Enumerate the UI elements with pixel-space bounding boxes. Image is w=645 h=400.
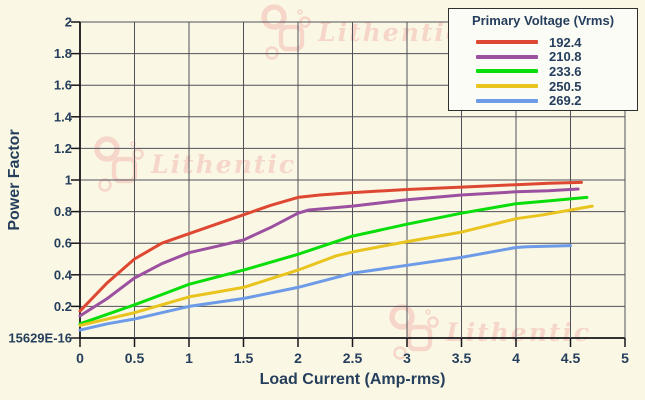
legend: Primary Voltage (Vrms) 192.4 210.8 233.6 25… [448, 8, 638, 111]
legend-label: 250.5 [549, 78, 582, 94]
y-tick-label: 1 [65, 173, 72, 188]
x-tick-label: 0 [76, 350, 84, 366]
series-line-250.5 [78, 204, 594, 327]
x-tick-label: 3.5 [452, 350, 472, 366]
y-tick-label: 0.6 [54, 236, 72, 251]
legend-entry-210.8: 210.8 [449, 49, 637, 65]
y-tick-label: 1.4 [54, 109, 73, 124]
x-tick-label: 5 [621, 350, 629, 366]
y-tick-label: 1.6 [54, 78, 72, 93]
x-tick-label: 4 [512, 350, 520, 366]
legend-swatch [476, 69, 538, 74]
x-tick-label: 1 [185, 350, 193, 366]
legend-rows: 192.4 210.8 233.6 250.5 269.2 [449, 35, 637, 108]
legend-label: 269.2 [549, 93, 582, 109]
y-tick-label: 15629E-16 [8, 331, 72, 346]
series-line-192.4 [78, 180, 583, 313]
legend-entry-269.2: 269.2 [449, 93, 637, 108]
x-tick-label: 3 [403, 350, 411, 366]
legend-label: 192.4 [549, 34, 582, 50]
y-tick-label: 2 [65, 15, 72, 30]
x-tick-label: 4.5 [561, 350, 581, 366]
y-tick-label: 0.2 [54, 299, 72, 314]
legend-label: 210.8 [549, 49, 582, 65]
legend-entry-250.5: 250.5 [449, 79, 637, 94]
series-line-233.6 [78, 195, 589, 326]
legend-label: 233.6 [549, 63, 582, 79]
x-tick-label: 2.5 [343, 350, 363, 366]
legend-swatch [476, 84, 538, 89]
series-line-210.8 [78, 187, 580, 318]
legend-entry-233.6: 233.6 [449, 64, 637, 79]
x-tick-label: 1.5 [234, 350, 254, 366]
y-tick-label: 1.2 [54, 141, 72, 156]
series-line-269.2 [78, 244, 572, 332]
y-tick-label: 0.4 [54, 267, 73, 282]
legend-swatch [476, 98, 538, 103]
y-tick-label: 0.8 [54, 204, 72, 219]
x-axis-title: Load Current (Amp-rms) [259, 371, 446, 388]
legend-swatch [476, 40, 538, 45]
y-tick-label: 1.8 [54, 46, 72, 61]
legend-title: Primary Voltage (Vrms) [471, 13, 615, 28]
y-axis-title: Power Factor [6, 129, 23, 231]
x-tick-label: 2 [294, 350, 302, 366]
legend-entry-192.4: 192.4 [449, 35, 637, 50]
legend-swatch [476, 54, 538, 59]
x-tick-label: 0.5 [125, 350, 145, 366]
